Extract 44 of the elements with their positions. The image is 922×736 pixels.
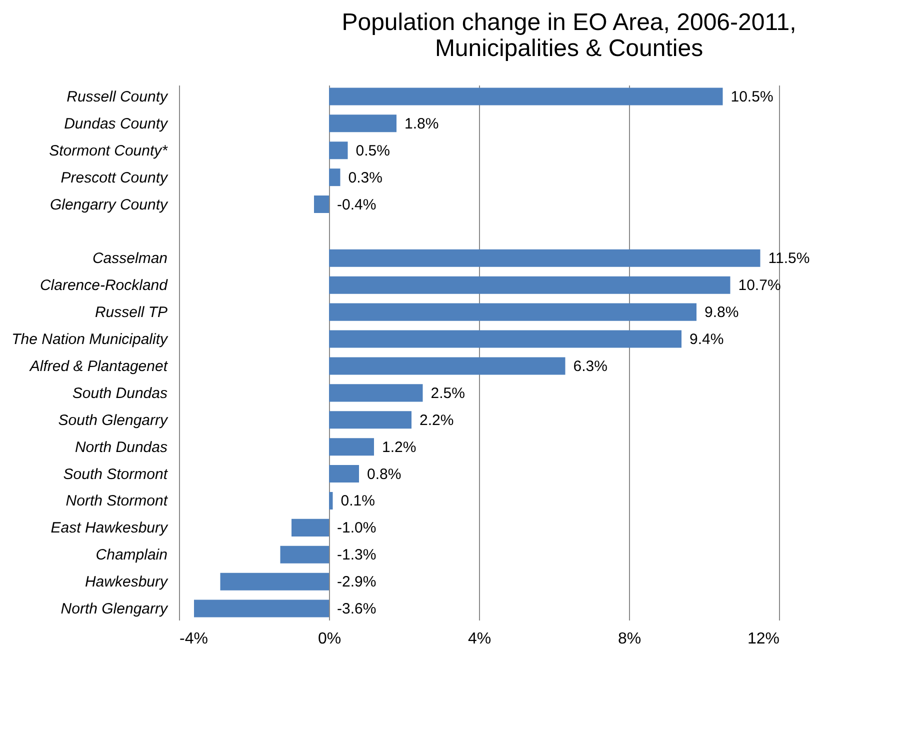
- y-tick-label: North Glengarry: [60, 600, 169, 618]
- y-tick-label: Russell TP: [94, 304, 168, 322]
- data-label: 10.5%: [730, 88, 774, 106]
- data-label: 0.1%: [340, 492, 375, 510]
- y-tick-label: Dundas County: [64, 115, 169, 132]
- x-tick-label: 0%: [318, 630, 342, 648]
- y-tick-label: Casselman: [92, 250, 168, 268]
- data-label: -0.4%: [337, 196, 376, 214]
- data-label: -1.0%: [337, 520, 376, 537]
- data-label: 6.3%: [573, 358, 608, 375]
- data-label: 9.4%: [690, 331, 724, 348]
- y-tick-label: Alfred & Plantagenet: [28, 358, 168, 375]
- y-tick-label: Russell County: [66, 88, 169, 106]
- data-label: 2.5%: [430, 384, 465, 402]
- x-tick-label: -4%: [180, 630, 208, 648]
- y-tick-label: North Stormont: [66, 492, 168, 510]
- y-tick-label: Champlain: [96, 546, 168, 564]
- y-tick-label: Hawkesbury: [84, 574, 169, 591]
- y-tick-label: South Dundas: [72, 384, 168, 402]
- y-tick-label: South Stormont: [63, 466, 168, 483]
- data-label: -1.3%: [337, 546, 376, 564]
- y-tick-label: East Hawkesbury: [50, 520, 169, 537]
- x-tick-label: 8%: [618, 630, 642, 648]
- data-label: 0.8%: [367, 466, 402, 483]
- data-label: 0.5%: [356, 142, 390, 160]
- y-tick-label: Clarence-Rockland: [40, 277, 168, 294]
- x-tick-label: 12%: [747, 630, 780, 648]
- x-tick-label: 4%: [468, 630, 492, 648]
- chart-title: Population change in EO Area, 2006-2011, Municipalities & Counties: [342, 9, 796, 62]
- data-label: 1.2%: [382, 438, 416, 456]
- data-label: 2.2%: [420, 412, 454, 429]
- data-label: 0.3%: [348, 169, 382, 186]
- y-tick-label: Stormont County*: [49, 142, 169, 160]
- data-label: -3.6%: [337, 600, 376, 618]
- y-tick-label: North Dundas: [74, 438, 168, 456]
- y-tick-label: Prescott County: [60, 169, 169, 186]
- data-label: 11.5%: [768, 250, 810, 268]
- y-tick-label: The Nation Municipality: [12, 331, 169, 348]
- y-tick-label: South Glengarry: [58, 412, 169, 429]
- data-label: -2.9%: [337, 574, 376, 591]
- data-label: 1.8%: [404, 115, 439, 132]
- data-label: 10.7%: [738, 277, 781, 294]
- data-label: 9.8%: [704, 304, 739, 322]
- y-tick-label: Glengarry County: [50, 196, 169, 214]
